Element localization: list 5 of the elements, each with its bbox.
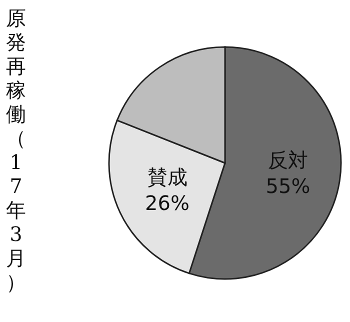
slice-label: 賛成 <box>147 165 188 190</box>
data-label: 55% <box>266 174 310 198</box>
chart-title: 原発再稼働（17年3月） <box>6 6 26 294</box>
slice-label: 反対 <box>268 148 308 172</box>
data-label: 26% <box>145 191 190 216</box>
